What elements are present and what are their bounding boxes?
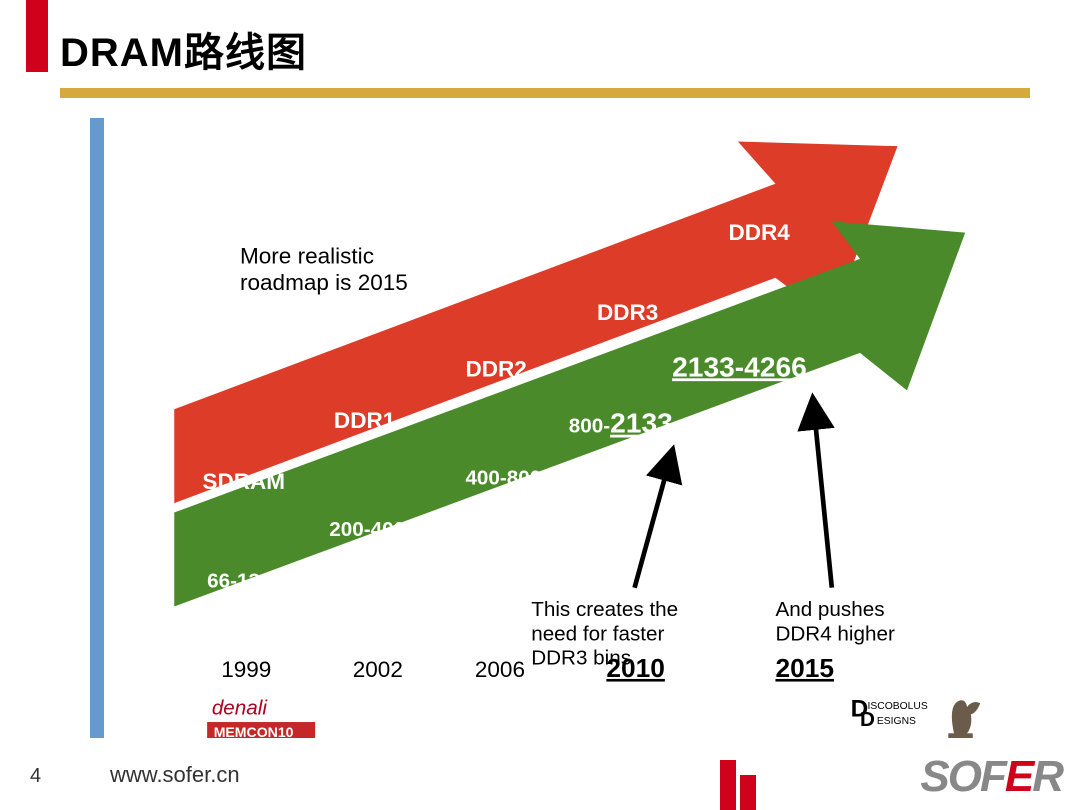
memcon-text: MEMCON10 xyxy=(214,724,294,738)
green-label: 400-800 xyxy=(465,466,541,489)
footer-url: www.sofer.cn xyxy=(110,762,240,788)
discobolus-text: ISCOBOLUS xyxy=(868,701,928,712)
ddr4-note: DDR4 higher xyxy=(775,622,895,645)
red-label: SDRAM xyxy=(202,469,285,494)
red-label: DDR4 xyxy=(728,220,790,245)
ddr4-note-arrow xyxy=(813,400,832,588)
logo-part2: R xyxy=(1032,752,1062,801)
accent-tab-top xyxy=(26,0,48,72)
year-label: 1999 xyxy=(221,657,271,682)
title-underline xyxy=(60,88,1030,98)
discobolus-text: ESIGNS xyxy=(877,716,916,727)
accent-tab-bottom-1 xyxy=(720,760,736,810)
red-label: DDR1 xyxy=(334,408,395,433)
denali-logo: denali xyxy=(212,697,269,720)
green-label: 66-133 xyxy=(207,570,271,593)
year-label: 2015 xyxy=(775,653,834,683)
ddr3-note: need for faster xyxy=(531,622,664,645)
ddr3-note: This creates the xyxy=(531,598,678,621)
ddr3-note-arrow xyxy=(635,451,673,587)
logo-part-red: E xyxy=(1005,752,1032,801)
accent-tab-bottom-2 xyxy=(740,775,756,810)
ddr4-note: And pushes xyxy=(775,598,884,621)
dram-roadmap-diagram: SDRAM DDR1 DDR2 DDR3 DDR4 66-133 200-400 400-80… xyxy=(90,118,1010,738)
logo-part1: SOF xyxy=(920,752,1004,801)
green-label: 200-400 xyxy=(329,518,405,541)
red-label: DDR2 xyxy=(465,356,526,381)
discobolus-statue-icon xyxy=(952,700,980,735)
year-label: 2006 xyxy=(475,657,525,682)
ddr4-speed: 2133-4266 xyxy=(672,350,807,382)
year-label: 2002 xyxy=(353,657,403,682)
roadmap-note: More realistic xyxy=(240,244,374,269)
red-label: DDR3 xyxy=(597,300,658,325)
sofer-logo: SOFER xyxy=(920,752,1062,802)
roadmap-note: roadmap is 2015 xyxy=(240,270,408,295)
discobolus-base xyxy=(948,733,972,738)
discobolus-d2: D xyxy=(860,708,875,731)
year-label: 2010 xyxy=(606,653,665,683)
page-title: DRAM路线图 xyxy=(60,20,307,78)
page-number: 4 xyxy=(30,765,41,788)
